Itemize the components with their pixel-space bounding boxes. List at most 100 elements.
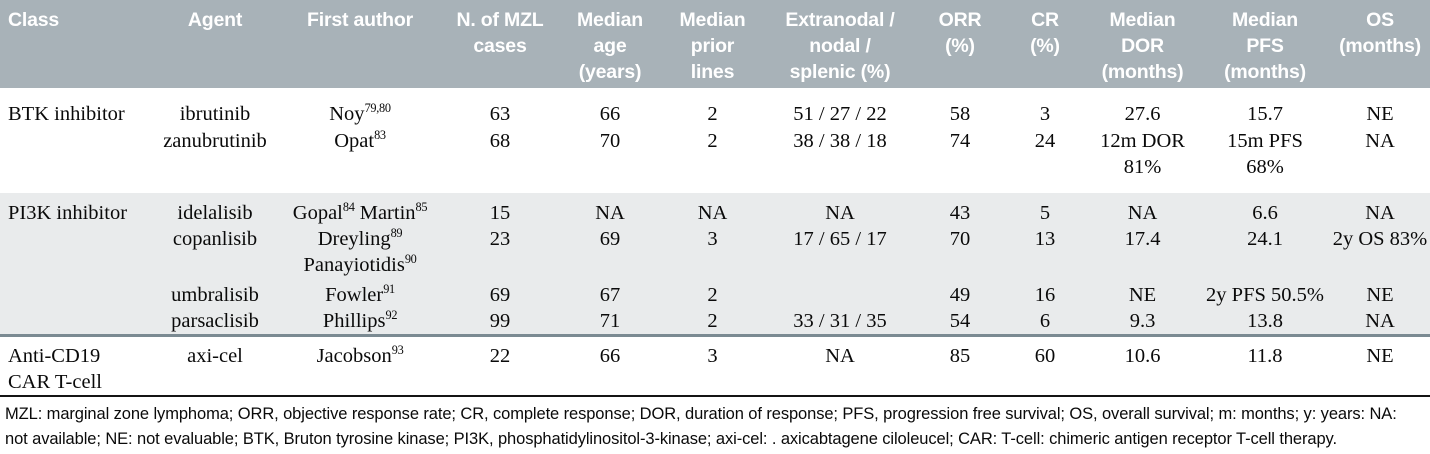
cell-n_mzl: 68 <box>489 130 511 152</box>
cell-prior: 2 <box>707 130 718 152</box>
cell-age: 67 <box>560 283 660 309</box>
cell-prior: 3 <box>660 334 765 395</box>
cell-class <box>0 227 150 283</box>
cell-orr: 54 <box>915 308 1005 336</box>
row-umbralisib: umbralisib Fowler91 69 67 2 49 16 NE 2y PFS 50.5… <box>0 283 1430 309</box>
cell-sites: 38 / 38 / 18 <box>793 130 887 152</box>
cell-prior: NA <box>660 193 765 227</box>
cell-dor: 27.6 <box>1124 103 1161 125</box>
cell-class <box>0 308 150 336</box>
cell-orr: 43 <box>915 193 1005 227</box>
cell-sites: 17 / 65 / 17 <box>765 227 915 283</box>
cell-prior: 3 <box>660 227 765 283</box>
cell-orr: 74 <box>949 130 971 152</box>
header-os: OS (months) <box>1330 0 1430 88</box>
cell-sites: NA <box>765 193 915 227</box>
row-zanubrutinib: zanubrutinib Opat83 68 70 2 38 / 38 / 18 74 24 1… <box>0 129 1430 193</box>
table-footnote: MZL: marginal zone lymphoma; ORR, object… <box>0 395 1430 452</box>
cell-class <box>0 283 150 309</box>
cell-prior: 2 <box>660 283 765 309</box>
cell-pfs: 15m PFS 68% <box>1227 130 1303 178</box>
cell-dor: 17.4 <box>1085 227 1200 283</box>
cell-os: NE <box>1366 103 1394 125</box>
cell-cr: 24 <box>1034 130 1056 152</box>
reference-superscript: 89 <box>390 226 403 241</box>
cell-author: Dreyling89 Panayiotidis90 <box>280 227 440 283</box>
cell-agent: umbralisib <box>150 283 280 309</box>
row-parsaclisib: parsaclisib Phillips92 99 71 2 33 / 31 / 35 54… <box>0 307 1430 336</box>
cell-class <box>0 129 150 193</box>
cell-orr: 85 <box>915 334 1005 395</box>
cell-age: 70 <box>599 130 621 152</box>
cell-sites: 33 / 31 / 35 <box>765 308 915 336</box>
reference-superscript: 91 <box>383 282 395 297</box>
cell-os: 2y OS 83% <box>1330 227 1430 283</box>
cell-n_mzl: 99 <box>440 308 560 336</box>
row-ibrutinib: BTK inhibitor ibrutinib Noy79,80 63 66 2 51 / … <box>0 88 1430 129</box>
cell-age: 66 <box>599 103 621 125</box>
header-age: Median age (years) <box>560 0 660 88</box>
cell-cr: 16 <box>1005 283 1085 309</box>
cell-os: NA <box>1330 308 1430 336</box>
cell-pfs: 11.8 <box>1200 334 1330 395</box>
cell-age: NA <box>560 193 660 227</box>
header-sites: Extranodal / nodal / splenic (%) <box>765 0 915 88</box>
header-n_mzl: N. of MZL cases <box>440 0 560 88</box>
cell-dor: 9.3 <box>1085 308 1200 336</box>
cell-cr: 6 <box>1005 308 1085 336</box>
reference-superscript: 90 <box>404 251 417 266</box>
cell-class: Anti-CD19 CAR T-cell <box>0 334 150 395</box>
cell-age: 66 <box>560 334 660 395</box>
reference-superscript: 79,80 <box>364 101 391 116</box>
cell-pfs: 15.7 <box>1247 103 1283 125</box>
header-row: Class Agent First author N. of MZL cases Medi… <box>0 0 1430 88</box>
cell-dor: NA <box>1085 193 1200 227</box>
cell-agent: ibrutinib <box>179 103 251 125</box>
cell-os: NA <box>1330 193 1430 227</box>
cell-cr: 3 <box>1039 103 1051 125</box>
header-author: First author <box>280 0 440 88</box>
cell-prior: 2 <box>660 308 765 336</box>
cell-author: Fowler91 <box>280 283 440 309</box>
cell-dor: 10.6 <box>1085 334 1200 395</box>
header-class: Class <box>0 0 150 88</box>
cell-n_mzl: 22 <box>440 334 560 395</box>
cell-orr: 58 <box>949 103 971 125</box>
cell-sites <box>765 283 915 309</box>
cell-agent: copanlisib <box>150 227 280 283</box>
cell-orr: 70 <box>915 227 1005 283</box>
cell-author: Opat83 <box>334 128 386 152</box>
cell-sites: NA <box>765 334 915 395</box>
cell-sites: 51 / 27 / 22 <box>793 103 887 125</box>
row-copanlisib: copanlisib Dreyling89 Panayiotidis90 23 69 3 1… <box>0 227 1430 283</box>
cell-age: 71 <box>560 308 660 336</box>
cell-class: PI3K inhibitor <box>0 193 150 227</box>
footnote-line-1: MZL: marginal zone lymphoma; ORR, object… <box>5 405 1397 423</box>
cell-author: Gopal84 Martin85 <box>280 193 440 227</box>
cell-cr: 13 <box>1005 227 1085 283</box>
cell-dor: NE <box>1085 283 1200 309</box>
header-prior: Median prior lines <box>660 0 765 88</box>
cell-author: Jacobson93 <box>280 334 440 395</box>
row-axi-cel: Anti-CD19 CAR T-cell axi-cel Jacobson93 22 66… <box>0 334 1430 395</box>
cell-agent: idelalisib <box>150 193 280 227</box>
cell-n_mzl: 63 <box>489 103 511 125</box>
cell-agent: zanubrutinib <box>163 130 267 152</box>
table-body: BTK inhibitor ibrutinib Noy79,80 63 66 2 51 / … <box>0 88 1430 395</box>
cell-age: 69 <box>560 227 660 283</box>
header-agent: Agent <box>150 0 280 88</box>
cell-os: NE <box>1330 283 1430 309</box>
reference-superscript: 85 <box>415 200 428 215</box>
reference-superscript: 84 <box>342 200 355 215</box>
header-cr: CR (%) <box>1005 0 1085 88</box>
cell-n_mzl: 69 <box>440 283 560 309</box>
header-pfs: Median PFS (months) <box>1200 0 1330 88</box>
footnote-line-2: not available; NE: not evaluable; BTK, B… <box>5 430 1337 448</box>
cell-orr: 49 <box>915 283 1005 309</box>
reference-superscript: 83 <box>374 128 386 143</box>
cell-dor: 12m DOR 81% <box>1100 130 1185 178</box>
reference-superscript: 92 <box>385 307 398 322</box>
cell-agent: parsaclisib <box>150 308 280 336</box>
cell-os: NE <box>1330 334 1430 395</box>
